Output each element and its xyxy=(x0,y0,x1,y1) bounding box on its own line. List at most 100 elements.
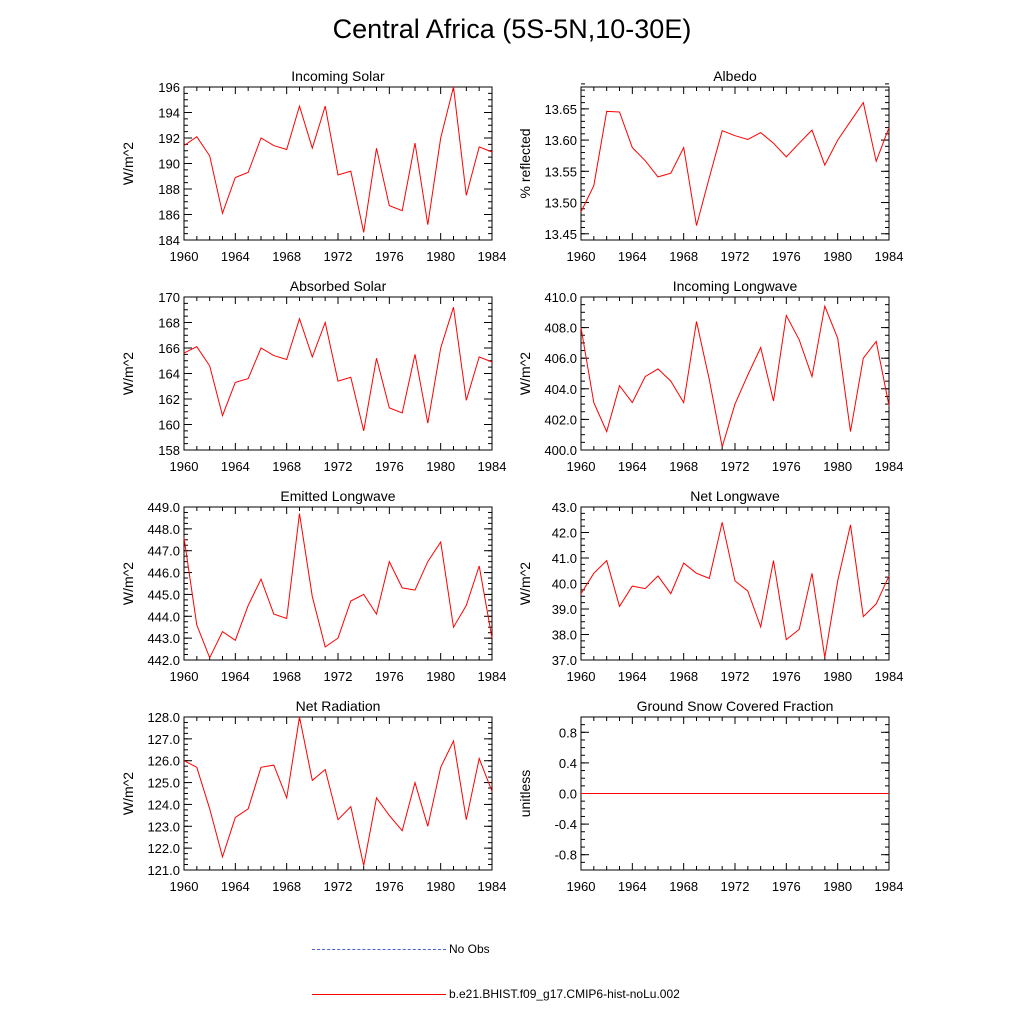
y-tick-label: 0.4 xyxy=(559,756,577,771)
x-tick-label: 1972 xyxy=(721,669,750,684)
x-tick-label: 1980 xyxy=(823,459,852,474)
panel-net-radiation: Net Radiation W/m^2 1960 1964 1968 1972 1976 19… xyxy=(120,698,506,894)
panel-ground-snow-covered-fraction: Ground Snow Covered Fraction unitless 1960… xyxy=(517,698,903,894)
y-tick-label: 38.0 xyxy=(552,628,577,643)
y-tick-label: -0.8 xyxy=(555,848,577,863)
x-tick-label: 1972 xyxy=(721,459,750,474)
x-tick-label: 1972 xyxy=(324,879,353,894)
panel-title: Net Radiation xyxy=(296,698,381,714)
x-tick-label: 1980 xyxy=(823,879,852,894)
y-tick-label: 442.0 xyxy=(147,653,180,668)
y-tick-label: 13.65 xyxy=(544,102,577,117)
y-tick-label: 410.0 xyxy=(544,290,577,305)
y-tick-label: 39.0 xyxy=(552,602,577,617)
series-line xyxy=(183,716,493,866)
legend-label-model: b.e21.BHIST.f09_g17.CMIP6-hist-noLu.002 xyxy=(449,987,680,1001)
panel-net-longwave: Net Longwave W/m^2 1960 1964 1968 1972 1976 198… xyxy=(517,488,903,684)
y-tick-label: 444.0 xyxy=(147,609,180,624)
x-tick-label: 1964 xyxy=(618,249,647,264)
y-tick-label: 190 xyxy=(158,157,180,172)
y-tick-label: 446.0 xyxy=(147,566,180,581)
x-tick-label: 1964 xyxy=(221,459,250,474)
y-tick-label: 124.0 xyxy=(147,797,180,812)
y-tick-label: 406.0 xyxy=(544,351,577,366)
y-tick-label: 168 xyxy=(158,316,180,331)
panel-albedo: Albedo % reflected 1960 1964 1968 1972 1976 198… xyxy=(517,68,903,264)
x-tick-label: 1972 xyxy=(721,879,750,894)
x-tick-label: 1964 xyxy=(221,249,250,264)
x-tick-label: 1980 xyxy=(426,459,455,474)
y-tick-label: 128.0 xyxy=(147,710,180,725)
x-tick-label: 1964 xyxy=(618,459,647,474)
x-tick-label: 1968 xyxy=(272,459,301,474)
x-tick-label: 1984 xyxy=(478,459,507,474)
x-tick-label: 1972 xyxy=(324,459,353,474)
x-tick-label: 1960 xyxy=(567,879,596,894)
y-tick-label: 404.0 xyxy=(544,382,577,397)
legend-label-obs: No Obs xyxy=(449,942,490,956)
y-tick-label: 443.0 xyxy=(147,631,180,646)
panel-absorbed-solar: Absorbed Solar W/m^2 1960 1964 1968 1972 1976 1… xyxy=(120,278,506,474)
x-tick-label: 1960 xyxy=(170,249,199,264)
y-axis-label: W/m^2 xyxy=(517,352,533,395)
plot-frame xyxy=(580,506,890,661)
y-tick-label: 445.0 xyxy=(147,587,180,602)
x-tick-label: 1960 xyxy=(567,249,596,264)
y-tick-label: 188 xyxy=(158,182,180,197)
y-axis-label: W/m^2 xyxy=(120,772,136,815)
panel-title: Incoming Solar xyxy=(291,68,385,84)
y-tick-label: 449.0 xyxy=(147,500,180,515)
y-tick-label: 125.0 xyxy=(147,776,180,791)
y-tick-label: 127.0 xyxy=(147,732,180,747)
x-tick-label: 1976 xyxy=(772,879,801,894)
x-tick-label: 1976 xyxy=(375,249,404,264)
series-line xyxy=(580,101,890,226)
x-tick-label: 1984 xyxy=(875,459,904,474)
y-tick-label: 402.0 xyxy=(544,412,577,427)
x-tick-label: 1964 xyxy=(221,879,250,894)
panel-incoming-longwave: Incoming Longwave W/m^2 1960 1964 1968 1972 19… xyxy=(517,278,903,474)
plot-frame xyxy=(183,296,493,451)
x-tick-label: 1960 xyxy=(567,669,596,684)
x-tick-label: 1976 xyxy=(375,459,404,474)
panel-title: Ground Snow Covered Fraction xyxy=(637,698,834,714)
y-tick-label: 166 xyxy=(158,341,180,356)
y-tick-label: 0.0 xyxy=(559,787,577,802)
series-line xyxy=(183,513,493,660)
plot-frame xyxy=(580,86,890,241)
x-tick-label: 1984 xyxy=(478,879,507,894)
panel-emitted-longwave: Emitted Longwave W/m^2 1960 1964 1968 1972 197… xyxy=(120,488,506,684)
y-tick-label: 186 xyxy=(158,208,180,223)
x-tick-label: 1984 xyxy=(875,669,904,684)
y-tick-label: 41.0 xyxy=(552,551,577,566)
x-tick-label: 1964 xyxy=(221,669,250,684)
y-tick-label: 400.0 xyxy=(544,443,577,458)
x-tick-label: 1980 xyxy=(823,249,852,264)
y-tick-label: 13.55 xyxy=(544,164,577,179)
x-tick-label: 1960 xyxy=(170,669,199,684)
x-tick-label: 1972 xyxy=(721,249,750,264)
y-tick-label: -0.4 xyxy=(555,817,577,832)
series-line xyxy=(183,86,493,233)
y-tick-label: 170 xyxy=(158,290,180,305)
plot-frame xyxy=(183,716,493,871)
x-tick-label: 1976 xyxy=(375,879,404,894)
legend-item-obs: No Obs xyxy=(312,942,572,958)
x-tick-label: 1968 xyxy=(272,249,301,264)
y-tick-label: 123.0 xyxy=(147,819,180,834)
x-tick-label: 1980 xyxy=(426,249,455,264)
panel-title: Albedo xyxy=(713,68,757,84)
y-tick-label: 13.45 xyxy=(544,227,577,242)
y-tick-label: 158 xyxy=(158,443,180,458)
x-tick-label: 1984 xyxy=(875,879,904,894)
y-tick-label: 160 xyxy=(158,418,180,433)
legend-line-model xyxy=(312,994,446,995)
x-tick-label: 1976 xyxy=(772,669,801,684)
y-tick-label: 192 xyxy=(158,131,180,146)
x-tick-label: 1972 xyxy=(324,669,353,684)
x-tick-label: 1976 xyxy=(772,249,801,264)
legend-item-model: b.e21.BHIST.f09_g17.CMIP6-hist-noLu.002 xyxy=(312,987,732,1003)
y-axis-label: W/m^2 xyxy=(120,352,136,395)
panel-title: Absorbed Solar xyxy=(290,278,387,294)
